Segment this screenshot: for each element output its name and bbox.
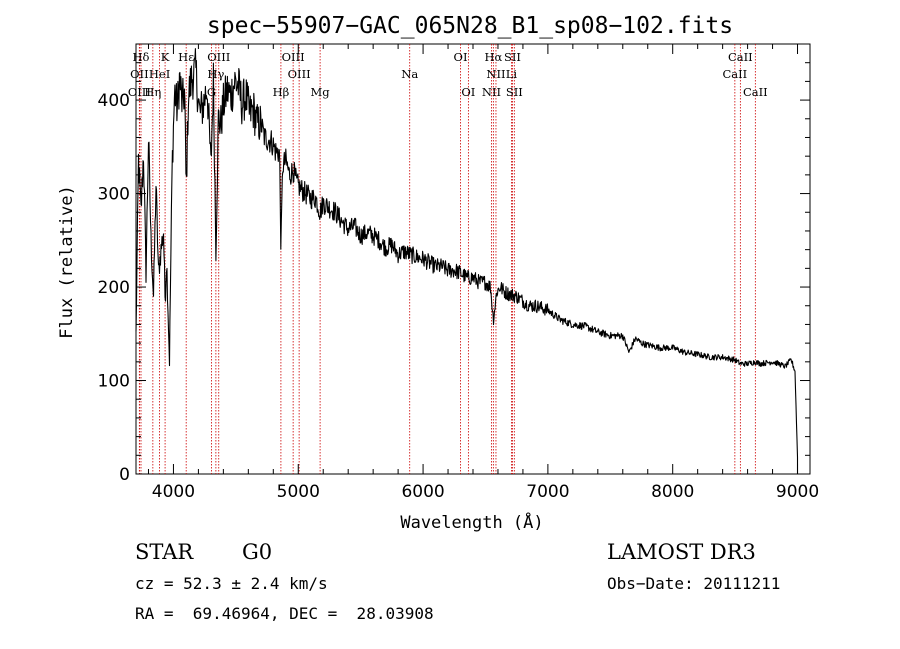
emission-line-label: Hγ bbox=[207, 67, 224, 81]
emission-line-label: OI bbox=[454, 50, 468, 64]
emission-line-label: OIII bbox=[288, 67, 311, 81]
emission-line-label: Hη bbox=[144, 85, 161, 99]
obs-date: Obs−Date: 20111211 bbox=[607, 574, 781, 593]
emission-line-label: Hβ bbox=[273, 85, 290, 99]
redshift-cz: cz = 52.3 ± 2.4 km/s bbox=[135, 574, 328, 593]
y-tick-label: 300 bbox=[98, 185, 130, 205]
spectrum-line bbox=[135, 48, 799, 474]
emission-line-label: Hα bbox=[484, 50, 502, 64]
x-tick-label: 6000 bbox=[401, 482, 444, 502]
emission-line-label: OIII bbox=[128, 85, 151, 99]
emission-line-label: CaII bbox=[743, 85, 768, 99]
emission-line-label: NII bbox=[486, 67, 505, 81]
survey-name: LAMOST DR3 bbox=[607, 540, 756, 564]
emission-line-label: HeI bbox=[149, 67, 170, 81]
x-tick-label: 5000 bbox=[277, 482, 320, 502]
y-tick-label: 100 bbox=[98, 372, 130, 392]
emission-line-label: G bbox=[207, 85, 216, 99]
emission-line-label: SII bbox=[506, 85, 523, 99]
coordinates: RA = 69.46964, DEC = 28.03908 bbox=[135, 604, 434, 623]
emission-line-label: OIII bbox=[207, 50, 230, 64]
y-axis-ticks: 0 100 200 300 400 bbox=[98, 62, 810, 485]
y-tick-label: 0 bbox=[119, 465, 130, 485]
emission-line-label: K bbox=[161, 50, 170, 64]
emission-line-label: Li bbox=[506, 67, 518, 81]
emission-line-markers bbox=[138, 44, 756, 474]
emission-line-label: OII bbox=[130, 67, 149, 81]
emission-line-label: CaII bbox=[722, 67, 747, 81]
emission-line-label: Hε bbox=[178, 50, 194, 64]
emission-line-label: OIII bbox=[282, 50, 305, 64]
x-tick-label: 7000 bbox=[526, 482, 569, 502]
emission-line-label: SII bbox=[504, 50, 521, 64]
emission-line-label: Hδ bbox=[133, 50, 150, 64]
object-subclass: G0 bbox=[242, 540, 273, 564]
y-axis-label: Flux (relative) bbox=[57, 185, 77, 339]
y-tick-label: 400 bbox=[98, 91, 130, 111]
emission-line-label: Mg bbox=[311, 85, 331, 99]
emission-line-label: Na bbox=[401, 67, 418, 81]
emission-line-label: NII bbox=[482, 85, 501, 99]
x-axis-label: Wavelength (Å) bbox=[400, 511, 543, 533]
x-axis-ticks: 4000 5000 6000 7000 8000 9000 bbox=[147, 44, 819, 502]
x-tick-label: 8000 bbox=[651, 482, 694, 502]
x-tick-label: 9000 bbox=[776, 482, 819, 502]
chart-title: spec−55907−GAC_065N28_B1_sp08−102.fits bbox=[207, 13, 733, 39]
emission-line-label: CaII bbox=[728, 50, 753, 64]
x-tick-label: 4000 bbox=[152, 482, 195, 502]
plot-frame bbox=[135, 43, 811, 475]
emission-line-label: OI bbox=[461, 85, 475, 99]
object-class: STAR bbox=[135, 540, 194, 564]
y-tick-label: 200 bbox=[98, 278, 130, 298]
